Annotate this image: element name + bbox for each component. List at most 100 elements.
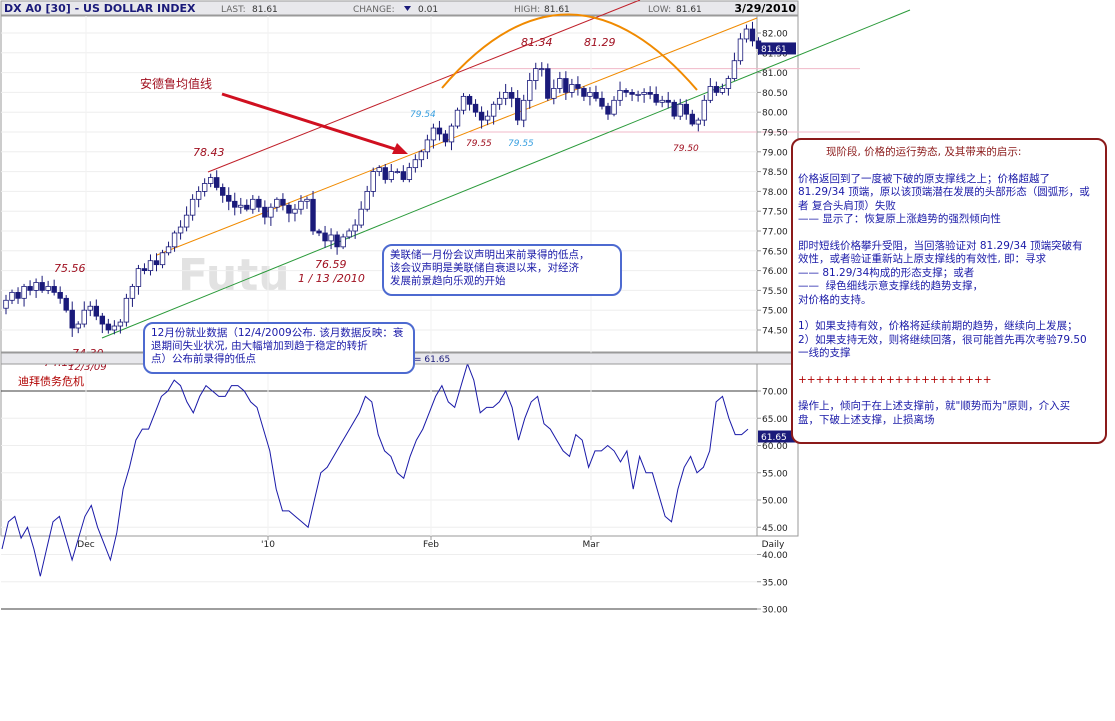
candle-bull <box>159 252 166 266</box>
candle-bull <box>587 92 593 97</box>
commentary-line: 者 复合头肩顶）失败 <box>798 199 896 212</box>
candle-bear <box>683 103 689 115</box>
price-annotation: 81.29 <box>584 36 616 49</box>
candle-bear <box>39 282 45 291</box>
rsi-series-line <box>1 362 749 577</box>
header-high-label: HIGH: <box>514 5 540 15</box>
candle-bull <box>123 297 130 323</box>
candle-bear <box>713 86 720 93</box>
candle-bull <box>557 78 563 89</box>
candle-bull <box>201 183 208 192</box>
rsi-tick-label: 65.00 <box>762 415 788 425</box>
candle-bull <box>298 200 304 210</box>
candle-bear <box>647 92 653 95</box>
candle-bear <box>515 97 521 121</box>
x-tick-label: Dec <box>77 540 94 550</box>
commentary-line: 一线的支撑 <box>798 347 851 359</box>
header-last-value: 81.61 <box>252 5 278 15</box>
andrews-median-label: 安德鲁均值线 <box>140 76 212 91</box>
candle-bear <box>575 84 581 89</box>
rsi-event-label: 迪拜债务危机 <box>18 374 84 388</box>
candle-bull <box>207 177 214 184</box>
candle-bear <box>508 92 515 99</box>
trend-lines <box>101 0 911 339</box>
candle-bear <box>213 177 220 188</box>
price-tick-label: 78.50 <box>762 168 788 178</box>
rounded-top-arc <box>441 13 698 91</box>
candle-bull <box>75 323 81 329</box>
price-annotation: 81.34 <box>521 36 553 49</box>
price-annotation: 79.55 <box>466 139 492 149</box>
rsi-tick-label: 55.00 <box>762 469 788 479</box>
price-annotation: 79.50 <box>673 144 699 154</box>
candle-bull <box>569 84 575 93</box>
commentary-line: 1）如果支持有效，价格将延续前期的趋势，继续向上发展； <box>798 320 1078 332</box>
candle-bear <box>69 309 75 329</box>
candle-bull <box>87 305 93 311</box>
candle-bull <box>635 93 641 96</box>
candle-bear <box>665 99 671 103</box>
candle-bear <box>400 171 407 180</box>
candle-bear <box>310 198 316 232</box>
candle-bear <box>478 111 485 121</box>
candle-bull <box>352 224 358 232</box>
header-low-value: 81.61 <box>676 5 702 15</box>
callout-line: 退期间失业状况, 由大幅增加到趋于稳定的转折 <box>151 340 368 352</box>
candle-bull <box>430 127 437 141</box>
callout-fed: 美联储一月份会议声明出来前录得的低点， 该会议声明是美联储自衰退以来，对经济 发… <box>382 244 622 296</box>
commentary-panel: 现阶段, 价格的运行势态, 及其带来的启示: 价格返回到了一度被下破的原支撑线之… <box>791 138 1107 444</box>
price-annotation: 12/3/09 <box>68 362 107 373</box>
candle-bull <box>370 171 376 192</box>
candle-bear <box>63 297 69 311</box>
candle-bull <box>641 92 647 95</box>
candle-bull <box>611 99 617 115</box>
price-tick-label: 77.50 <box>762 208 788 218</box>
candle-bear <box>105 323 112 331</box>
candle-bear <box>581 88 587 97</box>
last-price-label: 81.61 <box>761 45 787 55</box>
candle-bull <box>250 198 256 210</box>
candle-bull <box>484 115 491 121</box>
candle-bull <box>707 86 714 101</box>
lower-channel-line <box>101 9 911 339</box>
rsi-tick-label: 50.00 <box>762 497 788 507</box>
candle-bear <box>141 268 148 271</box>
arrow-head-icon <box>392 143 408 154</box>
callout-line: 该会议声明是美联储自衰退以来，对经济 <box>390 262 579 274</box>
candle-bull <box>3 299 9 309</box>
candle-bull <box>677 103 683 117</box>
candle-bull <box>346 230 352 238</box>
candle-bear <box>244 204 250 210</box>
candle-bear <box>57 291 63 299</box>
candle-bear <box>442 133 449 143</box>
x-tick-label: Feb <box>423 540 439 550</box>
candle-bear <box>749 28 756 42</box>
watermark-logo-text: Futu <box>178 250 290 301</box>
candle-bull <box>412 159 419 169</box>
candle-bear <box>653 93 659 103</box>
candle-bull <box>725 78 732 89</box>
candle-bear <box>334 234 340 248</box>
candle-bull <box>737 38 744 62</box>
price-tick-label: 81.00 <box>762 69 788 79</box>
candle-bear <box>382 167 388 180</box>
candle-bull <box>304 198 310 202</box>
candle-bear <box>671 101 677 117</box>
commentary-line: 价格返回到了一度被下破的原支撑线之上；价格超越了 <box>798 172 1050 185</box>
candle-bear <box>99 315 106 325</box>
candle-bear <box>599 97 605 107</box>
candle-bull <box>502 92 509 99</box>
price-panel-frame <box>0 15 799 353</box>
candle-bull <box>135 268 142 287</box>
price-tick-label: 80.50 <box>762 89 788 99</box>
candle-bear <box>689 113 695 125</box>
candle-bear <box>51 286 57 293</box>
candle-bull <box>117 321 124 327</box>
candles <box>3 21 762 337</box>
price-tick-label: 77.00 <box>762 228 788 238</box>
candle-bull <box>743 28 750 40</box>
commentary-line: 即时短线价格攀升受阻，当回落验证对 81.29/34 顶端突破有 <box>798 239 1083 252</box>
header-change-value: 0.01 <box>418 5 438 15</box>
candle-bull <box>418 151 425 161</box>
